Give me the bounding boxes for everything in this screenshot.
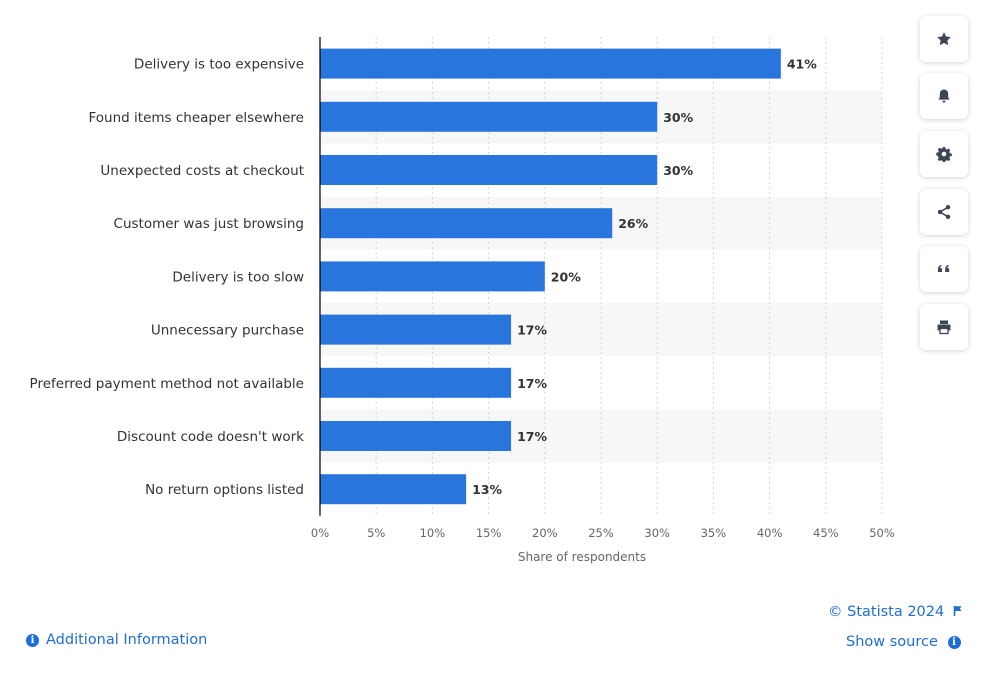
flag-icon <box>953 606 962 616</box>
info-icon: i <box>947 636 961 649</box>
x-tick-label: 5% <box>367 526 385 540</box>
category-label: Unnecessary purchase <box>151 323 304 339</box>
x-tick-label: 35% <box>701 526 727 540</box>
category-label: Preferred payment method not available <box>30 376 304 392</box>
category-labels: Delivery is too expensive Found items che… <box>30 57 305 499</box>
show-source-link[interactable]: Show source i <box>846 634 961 650</box>
value-label: 41% <box>787 57 817 72</box>
bar[interactable] <box>320 48 781 79</box>
bar[interactable] <box>320 367 512 398</box>
category-label: Unexpected costs at checkout <box>100 163 304 179</box>
x-tick-label: 10% <box>420 526 446 540</box>
bar[interactable] <box>320 474 467 505</box>
info-icon: i <box>26 634 39 647</box>
value-label: 30% <box>663 163 693 178</box>
category-label: Delivery is too expensive <box>134 57 304 73</box>
x-tick-label: 15% <box>476 526 502 540</box>
x-tick-label: 45% <box>813 526 839 540</box>
additional-information-link[interactable]: i Additional Information <box>26 632 207 648</box>
x-tick-label: 20% <box>532 526 558 540</box>
bar[interactable] <box>320 155 658 185</box>
value-label: 30% <box>663 110 693 125</box>
value-label: 13% <box>472 482 502 497</box>
value-label: 26% <box>618 216 648 231</box>
bars <box>320 48 781 505</box>
show-source-text: Show source <box>846 634 938 650</box>
bell-icon <box>938 89 950 103</box>
bar[interactable] <box>320 421 512 451</box>
gear-icon <box>936 147 952 162</box>
category-label: Discount code doesn't work <box>117 429 304 445</box>
notification-button[interactable] <box>920 73 968 119</box>
printer-icon <box>937 320 951 335</box>
share-icon <box>937 205 951 219</box>
bar[interactable] <box>320 261 545 292</box>
bar[interactable] <box>320 208 613 239</box>
copyright-text: © Statista 2024 <box>828 604 945 620</box>
category-label: Delivery is too slow <box>172 269 304 285</box>
value-label: 20% <box>551 269 581 284</box>
value-label: 17% <box>517 323 547 338</box>
value-labels: 41% 30% 30% 26% 20% 17% 17% 17% 13% <box>472 57 817 498</box>
category-label: No return options listed <box>145 482 304 498</box>
x-axis-title: Share of respondents <box>518 550 646 564</box>
x-tick-labels: 0% 5% 10% 15% 20% 25% 30% 35% 40% 45% 50% <box>311 526 895 540</box>
value-label: 17% <box>517 429 547 444</box>
x-tick-label: 0% <box>311 526 329 540</box>
category-label: Customer was just browsing <box>114 216 304 232</box>
x-tick-label: 40% <box>757 526 783 540</box>
x-tick-label: 25% <box>588 526 614 540</box>
print-button[interactable] <box>920 304 968 350</box>
star-icon <box>937 32 951 46</box>
x-tick-label: 30% <box>644 526 670 540</box>
x-tick-label: 50% <box>869 526 895 540</box>
category-label: Found items cheaper elsewhere <box>89 110 304 126</box>
value-label: 17% <box>517 376 547 391</box>
cite-button[interactable] <box>920 246 968 292</box>
statista-copyright[interactable]: © Statista 2024 <box>828 604 963 620</box>
share-button[interactable] <box>920 189 968 235</box>
favorite-button[interactable] <box>920 16 968 62</box>
quote-icon <box>938 265 950 272</box>
settings-button[interactable] <box>920 131 968 177</box>
additional-information-text: Additional Information <box>46 632 208 648</box>
bar[interactable] <box>320 314 512 345</box>
bar[interactable] <box>320 101 658 132</box>
